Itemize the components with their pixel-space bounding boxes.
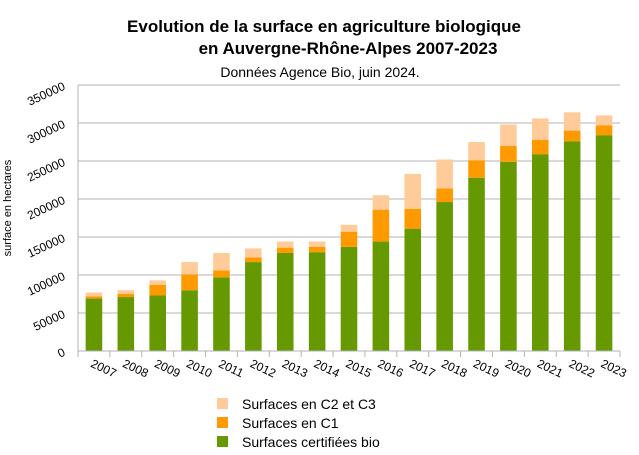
x-tick-label: 2018 — [439, 356, 469, 380]
legend-swatch — [217, 398, 228, 409]
bar-2022-series-3 — [563, 112, 581, 131]
legend-swatch — [217, 436, 228, 447]
chart-title-line1: Evolution de la surface en agriculture b… — [127, 17, 521, 36]
bar-2013-series-3 — [276, 241, 294, 248]
bar-2012-series-3 — [245, 248, 262, 258]
bar-2011-series-3 — [213, 252, 230, 271]
y-tick-label: 50000 — [31, 307, 67, 334]
x-tick-label: 2008 — [120, 356, 150, 380]
bar-2020-series-2 — [500, 145, 517, 162]
y-tick-label: 350000 — [25, 79, 68, 109]
bar-2011-series-2 — [213, 270, 230, 278]
bar-2010-series-3 — [181, 262, 198, 275]
x-tick-label: 2023 — [599, 356, 629, 380]
x-tick-labels: 2007 2008 2009 2010 2011 2012 2013 2014 2015 2016… — [89, 356, 630, 380]
bar-2022-series-1 — [563, 141, 581, 351]
bar-2021-series-3 — [532, 118, 549, 140]
legend-label: Surfaces certifiées bio — [242, 434, 380, 450]
x-tick-label: 2019 — [471, 356, 501, 380]
y-axis-label: surface en hectares — [2, 159, 14, 256]
bar-2020-series-1 — [500, 161, 517, 351]
y-tick-label: 150000 — [25, 231, 68, 261]
bar-2007-series-3 — [85, 292, 103, 297]
bar-2012-series-1 — [245, 262, 262, 351]
bar-2014-series-2 — [308, 246, 326, 253]
bar-2014-series-1 — [308, 252, 326, 351]
bar-2021-series-2 — [532, 139, 549, 155]
x-tick-label: 2012 — [248, 356, 278, 380]
bar-2016-series-1 — [372, 241, 390, 351]
legend: Surfaces en C2 et C3 Surfaces en C1 Surfac… — [217, 396, 380, 450]
bar-2012-series-2 — [245, 257, 262, 263]
bar-2019-series-2 — [468, 160, 485, 178]
legend-label: Surfaces en C1 — [242, 415, 339, 431]
legend-swatch — [217, 417, 228, 428]
bar-2019-series-3 — [468, 142, 485, 161]
x-tick-label: 2010 — [184, 356, 214, 380]
bar-2015-series-3 — [340, 224, 358, 232]
x-tick-label: 2021 — [535, 356, 565, 380]
x-tick-label: 2016 — [376, 356, 406, 380]
bar-2015-series-1 — [340, 246, 358, 351]
x-tick-label: 2015 — [344, 356, 374, 380]
legend-label: Surfaces en C2 et C3 — [242, 396, 376, 412]
bar-2009-series-3 — [149, 280, 166, 285]
chart-title-line2: en Auvergne-Rhône-Alpes 2007-2023 — [199, 39, 498, 58]
bar-2023-series-3 — [595, 115, 613, 126]
bar-2022-series-2 — [563, 130, 581, 142]
bar-2008-series-3 — [117, 290, 135, 294]
bar-2009-series-1 — [149, 295, 166, 351]
bar-2010-series-2 — [181, 274, 198, 291]
bars — [85, 112, 613, 351]
bar-2015-series-2 — [340, 231, 358, 247]
bar-2018-series-1 — [436, 202, 453, 351]
bar-2008-series-2 — [117, 294, 135, 298]
bar-2017-series-3 — [404, 173, 422, 209]
bar-2023-series-2 — [595, 125, 613, 136]
x-tick-label: 2011 — [217, 357, 247, 381]
bar-2013-series-2 — [276, 247, 294, 253]
bar-2016-series-2 — [372, 209, 390, 242]
y-tick-label: 200000 — [25, 193, 68, 223]
bar-2016-series-3 — [372, 195, 390, 210]
bar-2014-series-3 — [308, 241, 326, 247]
bar-2009-series-2 — [149, 284, 166, 296]
y-tick-label: 0 — [55, 345, 67, 361]
y-tick-labels: 0 50000 100000 150000 200000 250000 300000 3500… — [25, 79, 68, 361]
bar-2011-series-1 — [213, 277, 230, 351]
bar-2019-series-1 — [468, 177, 485, 351]
bar-2020-series-3 — [500, 124, 517, 146]
y-tick-label: 300000 — [25, 117, 68, 147]
y-tick-label: 250000 — [25, 155, 68, 185]
axes — [77, 85, 621, 357]
bar-2007-series-2 — [85, 296, 103, 299]
x-tick-label: 2009 — [152, 356, 182, 380]
x-tick-label: 2013 — [280, 356, 310, 380]
bar-2018-series-2 — [436, 188, 453, 203]
bar-2008-series-1 — [117, 297, 135, 351]
x-tick-label: 2007 — [89, 356, 119, 380]
x-tick-label: 2020 — [503, 356, 533, 380]
bar-2013-series-1 — [276, 252, 294, 351]
bar-2023-series-1 — [595, 135, 613, 351]
bar-2021-series-1 — [532, 154, 549, 351]
x-tick-label: 2014 — [312, 356, 342, 380]
chart-subtitle: Données Agence Bio, juin 2024. — [220, 64, 419, 80]
y-tick-label: 100000 — [25, 269, 68, 299]
x-tick-label: 2022 — [567, 356, 597, 380]
bar-2007-series-1 — [85, 298, 103, 351]
bar-2017-series-2 — [404, 208, 422, 229]
bar-2018-series-3 — [436, 159, 453, 189]
bar-2010-series-1 — [181, 290, 198, 351]
x-tick-label: 2017 — [407, 356, 437, 380]
bar-2017-series-1 — [404, 228, 422, 351]
